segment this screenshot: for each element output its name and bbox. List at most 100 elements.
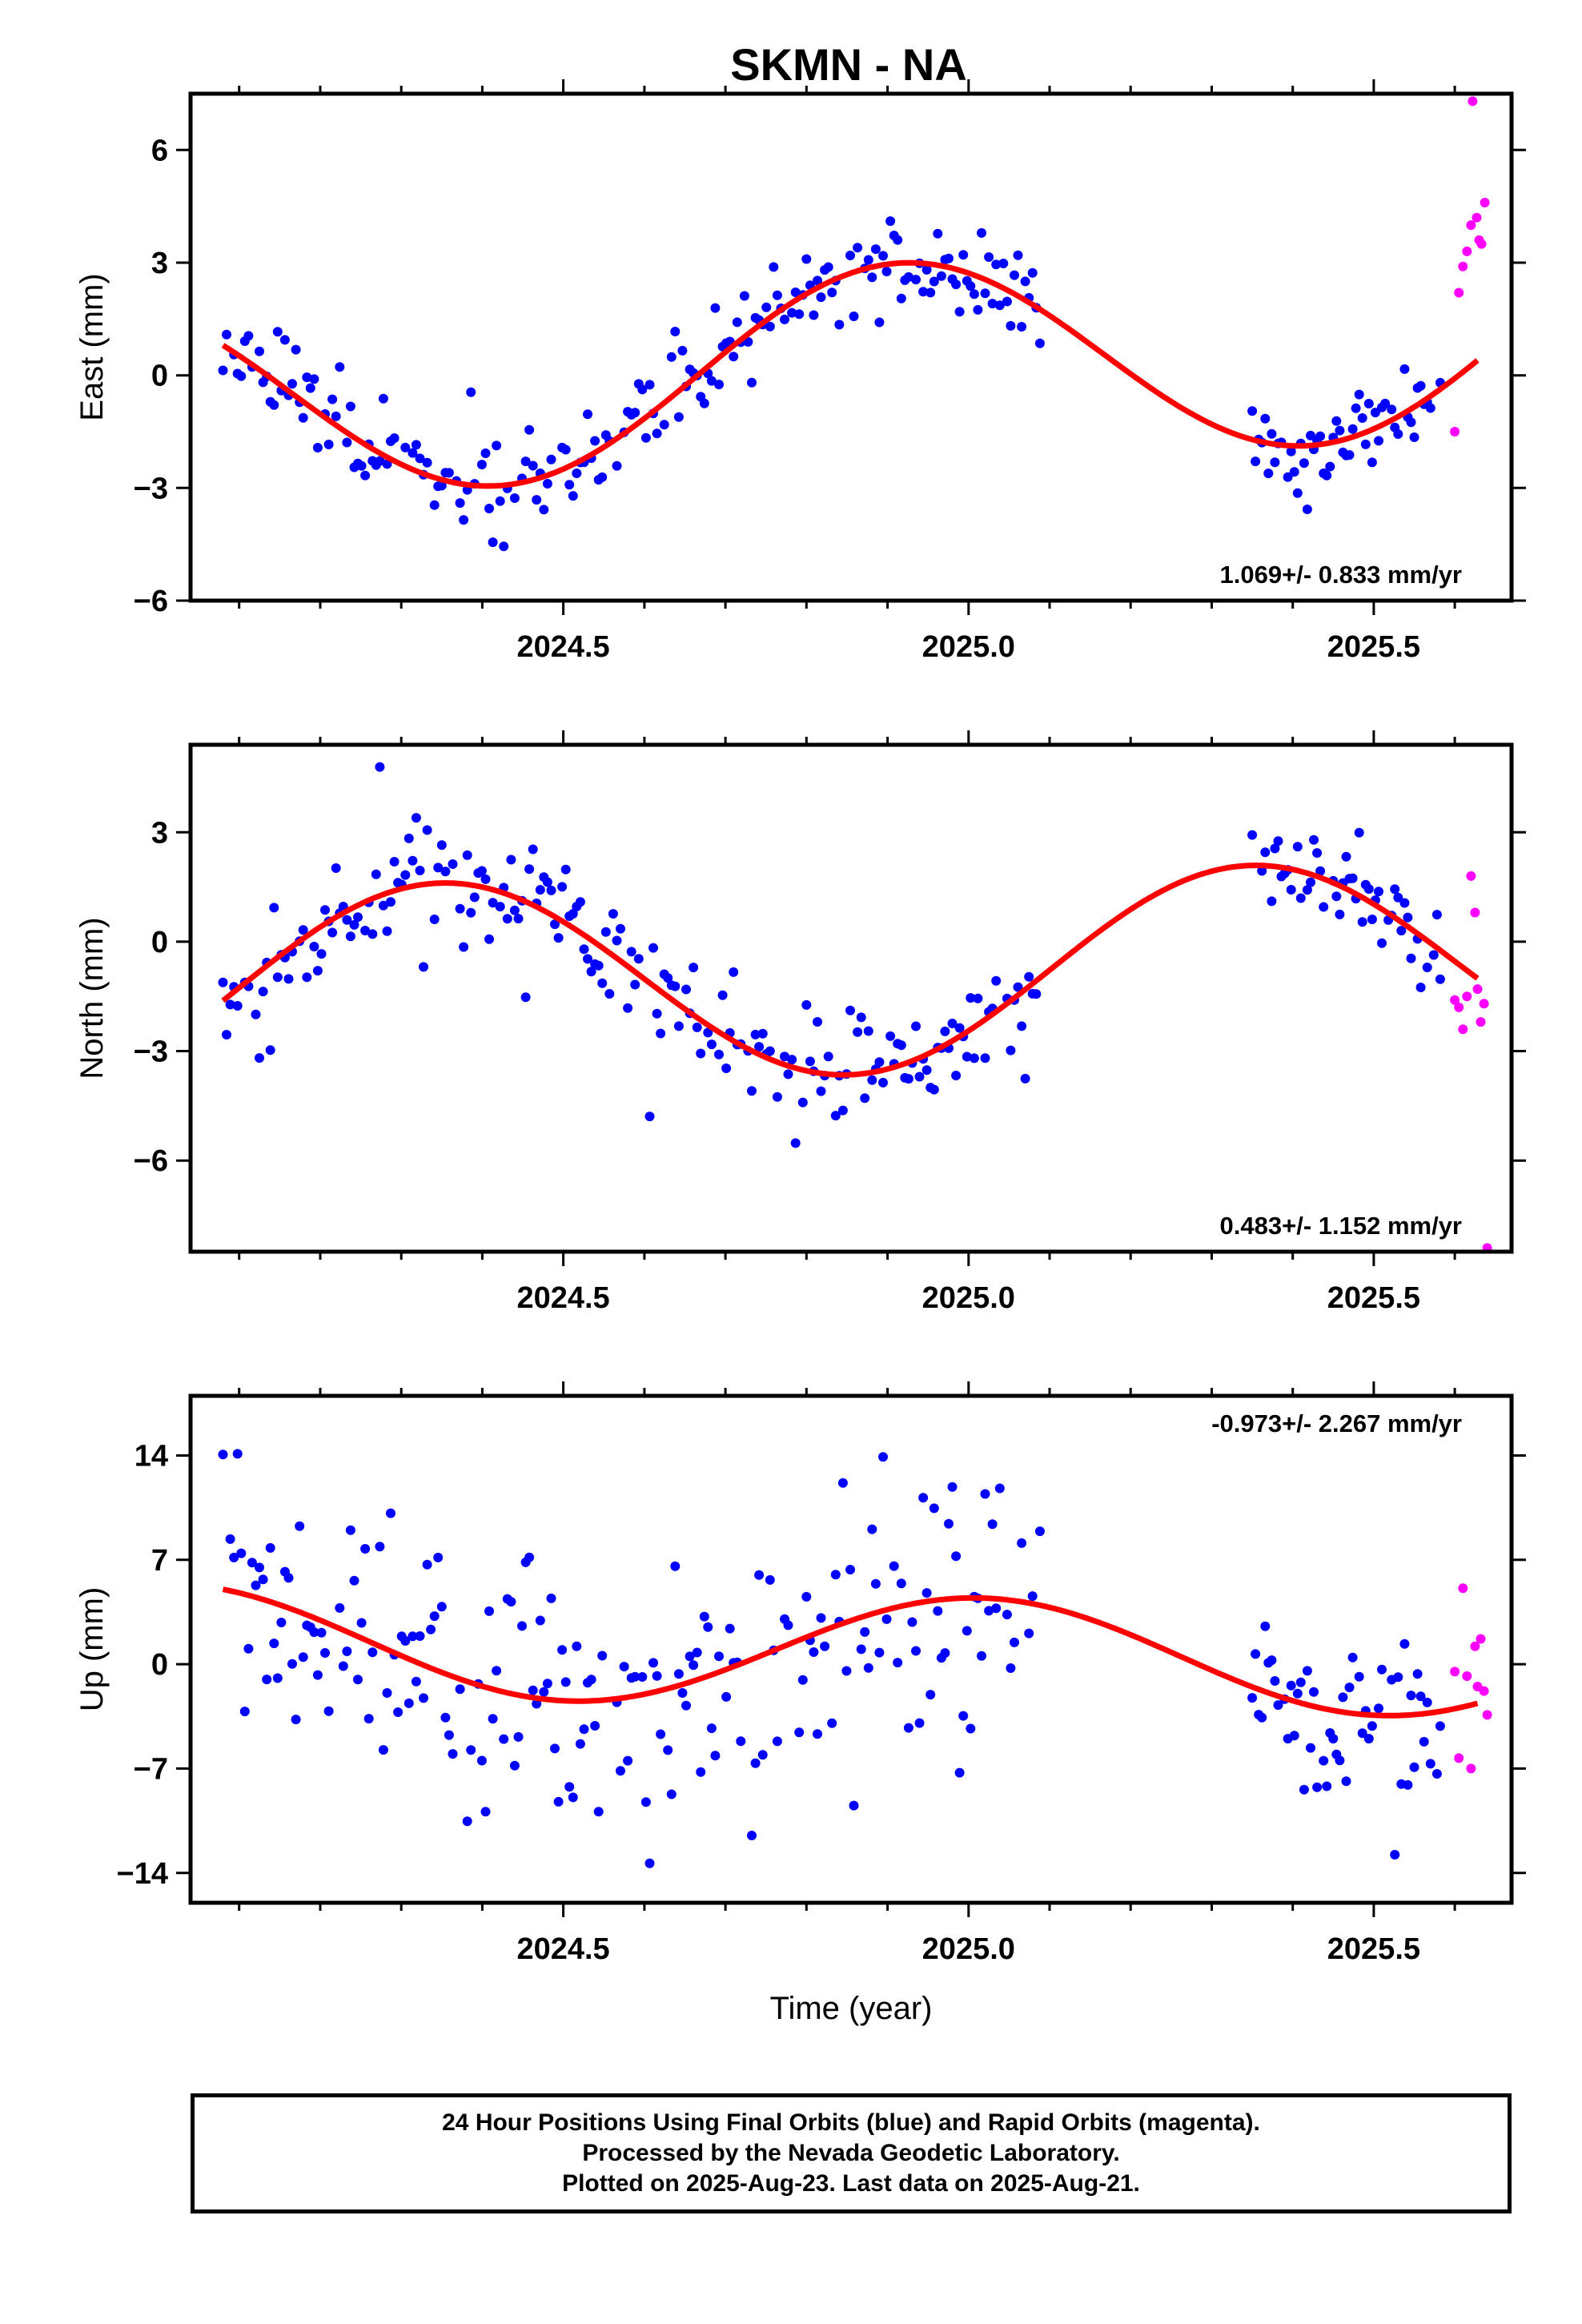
final-point: [1390, 884, 1400, 895]
final-point: [1267, 896, 1277, 907]
final-point: [863, 255, 873, 265]
final-point: [911, 275, 921, 285]
final-point: [1270, 457, 1280, 468]
final-point: [973, 993, 983, 1003]
final-point: [692, 1647, 702, 1658]
final-point: [1377, 938, 1387, 948]
final-point: [411, 813, 421, 823]
final-point: [375, 762, 385, 772]
final-point: [921, 1065, 932, 1076]
final-point: [436, 840, 447, 850]
final-point: [579, 1724, 589, 1735]
final-point: [670, 327, 681, 336]
final-point: [484, 1606, 494, 1616]
final-point: [874, 317, 885, 328]
final-point: [739, 291, 749, 301]
final-point: [411, 1676, 421, 1687]
final-point: [856, 1644, 866, 1655]
final-point: [360, 470, 371, 480]
final-point: [991, 259, 1002, 270]
final-point: [327, 927, 338, 938]
final-point: [411, 440, 421, 450]
final-point: [830, 1111, 841, 1121]
final-point: [1428, 950, 1439, 960]
final-point: [371, 869, 381, 879]
final-point: [1377, 1664, 1387, 1675]
final-point: [608, 909, 618, 919]
final-point: [476, 460, 487, 470]
final-point: [400, 870, 411, 880]
final-point: [295, 1521, 305, 1531]
final-point: [637, 384, 648, 395]
final-point: [1325, 461, 1335, 472]
final-point: [1415, 380, 1426, 391]
final-point: [287, 1659, 297, 1669]
final-point: [323, 1706, 334, 1716]
final-point: [874, 1057, 885, 1068]
final-point: [488, 1714, 498, 1724]
final-point: [1309, 834, 1319, 845]
final-point: [564, 480, 575, 490]
final-point: [867, 272, 877, 283]
final-point: [422, 825, 432, 835]
final-point: [933, 228, 943, 239]
final-point: [466, 387, 476, 397]
final-point: [1335, 909, 1345, 919]
final-point: [1006, 1663, 1016, 1673]
x-tick-label: 2025.0: [922, 1932, 1015, 1966]
final-point: [765, 321, 775, 332]
final-point: [1390, 1850, 1400, 1860]
final-point: [991, 975, 1002, 986]
final-point: [736, 1736, 746, 1747]
final-point: [1315, 431, 1326, 441]
final-point: [1273, 836, 1283, 846]
final-point: [896, 1578, 906, 1589]
final-point: [1247, 406, 1258, 416]
final-point: [1347, 1652, 1358, 1663]
final-orbit-points: [218, 216, 1445, 552]
final-point: [502, 914, 512, 924]
final-point: [659, 420, 669, 430]
final-point: [255, 1562, 264, 1573]
final-point: [881, 267, 892, 276]
final-point: [966, 1723, 976, 1734]
final-point: [312, 1670, 323, 1680]
plot-frame: [188, 91, 1514, 603]
final-point: [750, 1029, 761, 1039]
final-point: [1006, 1045, 1016, 1055]
final-point: [663, 1745, 673, 1755]
final-point: [553, 1796, 564, 1807]
final-point: [386, 897, 396, 907]
final-orbit-points: [218, 762, 1445, 1148]
final-point: [375, 1542, 385, 1552]
final-point: [1020, 1073, 1030, 1084]
final-point: [1415, 1691, 1426, 1702]
final-point: [1024, 971, 1034, 982]
panel-north: 2024.5 2025.0 2025.5 −6 −3 0 3 North (mm) 0.483+…: [74, 730, 1526, 1315]
final-point: [1360, 439, 1371, 449]
final-point: [539, 1687, 549, 1697]
final-point: [1251, 456, 1261, 467]
final-point: [1354, 827, 1364, 838]
final-point: [429, 915, 440, 924]
final-point: [408, 1631, 418, 1642]
final-point: [962, 1051, 972, 1062]
final-point: [1347, 873, 1358, 883]
final-point: [1367, 457, 1377, 468]
final-point: [593, 960, 604, 971]
final-point: [797, 1675, 808, 1685]
final-point: [1338, 1692, 1348, 1703]
final-point: [867, 1075, 877, 1085]
final-point: [1286, 885, 1296, 895]
final-point: [560, 864, 571, 875]
final-point: [706, 1723, 717, 1734]
final-point: [849, 312, 859, 321]
final-point: [586, 967, 596, 977]
final-point: [878, 251, 888, 261]
final-point: [816, 292, 826, 303]
rate-label: -0.973+/- 2.267 mm/yr: [1211, 1409, 1462, 1437]
final-point: [772, 290, 782, 300]
final-point: [962, 1626, 972, 1636]
final-point: [1399, 364, 1410, 374]
final-point: [689, 963, 699, 973]
